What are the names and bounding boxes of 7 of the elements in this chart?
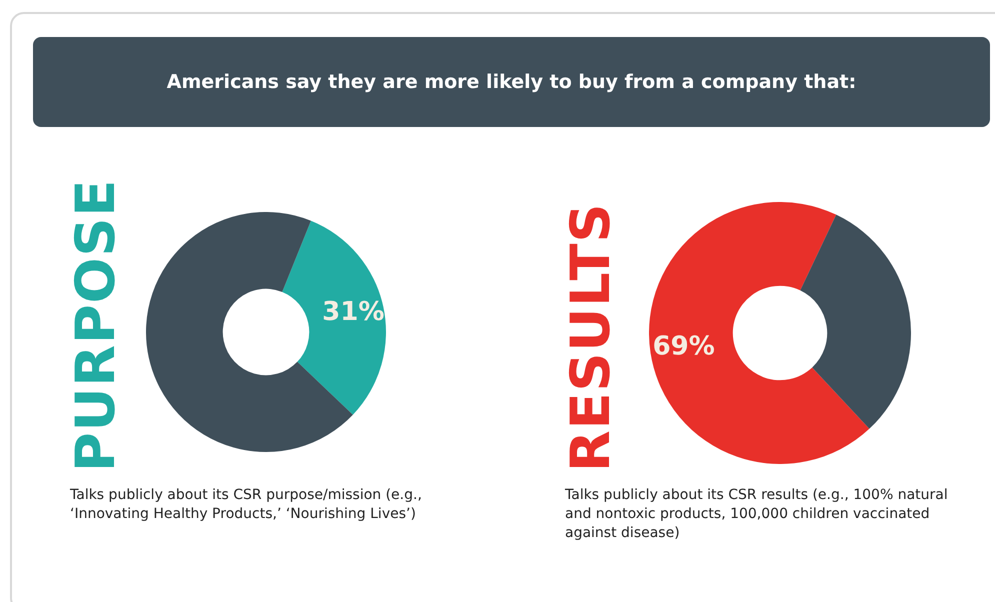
data-label: 69%: [652, 332, 715, 362]
text: Talks publicly about its CSR purpose/mission (e.g., ‘Innovating Healthy Products,’ ‘Nourishing Lives’): [70, 486, 423, 524]
data-label: 31%: [322, 296, 384, 327]
text: Talks publicly about its CSR results (e.g., 100% natural and nontoxic products, 100,000 children vaccinated against disease): [565, 486, 949, 543]
text: RESULTS: [559, 202, 622, 472]
text: PURPOSE: [64, 178, 127, 472]
text: Americans say they are more likely to buy from a company that:: [33, 37, 990, 127]
